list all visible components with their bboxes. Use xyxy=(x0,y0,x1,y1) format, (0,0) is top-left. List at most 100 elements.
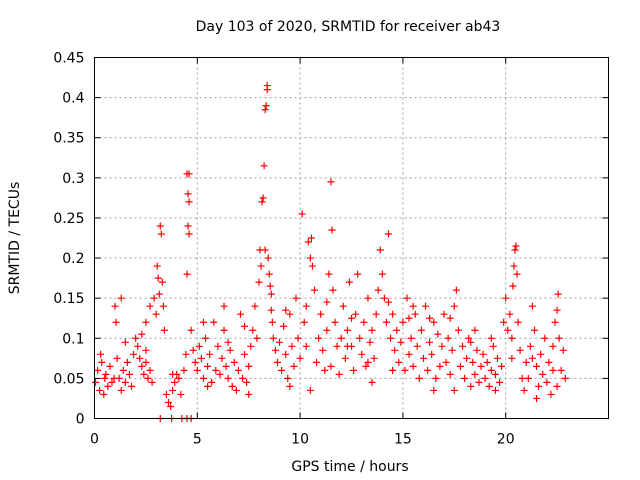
axis-ticks xyxy=(94,57,609,419)
data-point xyxy=(214,342,222,350)
data-point xyxy=(319,346,327,354)
data-point xyxy=(432,374,440,382)
data-point xyxy=(224,374,232,382)
data-point xyxy=(128,382,136,390)
data-point xyxy=(142,358,150,366)
data-point xyxy=(364,358,372,366)
data-point xyxy=(294,334,302,342)
data-point xyxy=(553,382,561,390)
data-point xyxy=(106,362,114,370)
data-point xyxy=(180,366,188,374)
data-point xyxy=(426,314,434,322)
data-point xyxy=(142,346,150,354)
data-point xyxy=(261,106,269,114)
data-point xyxy=(157,230,165,238)
data-point xyxy=(491,370,499,378)
plot-frame xyxy=(94,57,609,419)
data-point xyxy=(380,294,388,302)
data-point xyxy=(220,302,228,310)
data-point xyxy=(522,358,530,366)
data-point xyxy=(247,342,255,350)
data-point xyxy=(191,358,199,366)
data-point xyxy=(352,310,360,318)
data-point xyxy=(413,342,421,350)
data-point xyxy=(446,314,454,322)
data-point xyxy=(333,342,341,350)
data-point xyxy=(155,290,163,298)
data-point xyxy=(269,334,277,342)
data-point xyxy=(182,350,190,358)
data-point xyxy=(378,270,386,278)
data-point xyxy=(498,362,506,370)
data-point xyxy=(156,222,164,230)
data-point xyxy=(220,326,228,334)
data-point xyxy=(264,254,272,262)
data-point xyxy=(500,318,508,326)
data-point xyxy=(401,366,409,374)
data-point xyxy=(541,334,549,342)
data-point xyxy=(222,362,230,370)
data-point xyxy=(530,326,538,334)
data-point xyxy=(265,270,273,278)
data-point xyxy=(226,346,234,354)
data-point xyxy=(502,294,510,302)
y-tick-label: 0 xyxy=(76,412,85,428)
data-point xyxy=(327,178,335,186)
data-point xyxy=(403,294,411,302)
data-point xyxy=(491,386,499,394)
data-point xyxy=(477,362,485,370)
data-points xyxy=(92,82,569,422)
data-point xyxy=(306,254,314,262)
data-point xyxy=(430,386,438,394)
data-point xyxy=(138,362,146,370)
data-point xyxy=(537,350,545,358)
data-point xyxy=(504,326,512,334)
data-point xyxy=(134,342,142,350)
data-point xyxy=(358,350,366,358)
data-point xyxy=(171,378,179,386)
data-point xyxy=(549,342,557,350)
data-point xyxy=(547,390,555,398)
y-tick-label: 0.4 xyxy=(62,91,84,107)
data-point xyxy=(286,382,294,390)
data-point xyxy=(204,382,212,390)
data-point xyxy=(183,270,191,278)
data-point xyxy=(263,82,271,90)
data-point xyxy=(212,366,220,374)
data-point xyxy=(300,318,308,326)
data-point xyxy=(545,358,553,366)
data-point xyxy=(473,346,481,354)
data-point xyxy=(557,366,565,374)
data-point xyxy=(234,366,242,374)
data-point xyxy=(366,338,374,346)
data-point xyxy=(345,278,353,286)
data-point xyxy=(360,318,368,326)
data-point xyxy=(208,378,216,386)
data-point xyxy=(337,334,345,342)
data-point xyxy=(341,354,349,362)
x-tick-labels: 0 5 10 15 20 xyxy=(90,432,515,448)
data-point xyxy=(452,286,460,294)
data-point xyxy=(146,366,154,374)
data-point xyxy=(302,342,310,350)
data-point xyxy=(92,378,100,386)
chart-title: Day 103 of 2020, SRMTID for receiver ab4… xyxy=(196,19,501,35)
data-point xyxy=(258,198,266,206)
data-point xyxy=(317,310,325,318)
data-point xyxy=(259,194,267,202)
data-point xyxy=(469,358,477,366)
data-point xyxy=(343,326,351,334)
data-point xyxy=(276,338,284,346)
data-point xyxy=(282,306,290,314)
data-point xyxy=(284,374,292,382)
data-point xyxy=(113,354,121,362)
data-point xyxy=(286,310,294,318)
data-point xyxy=(241,350,249,358)
data-point xyxy=(387,334,395,342)
data-point xyxy=(524,374,532,382)
y-tick-label: 0.45 xyxy=(53,51,84,67)
data-point xyxy=(251,302,259,310)
x-tick-label: 20 xyxy=(497,432,515,448)
data-point xyxy=(415,374,423,382)
data-point xyxy=(328,226,336,234)
